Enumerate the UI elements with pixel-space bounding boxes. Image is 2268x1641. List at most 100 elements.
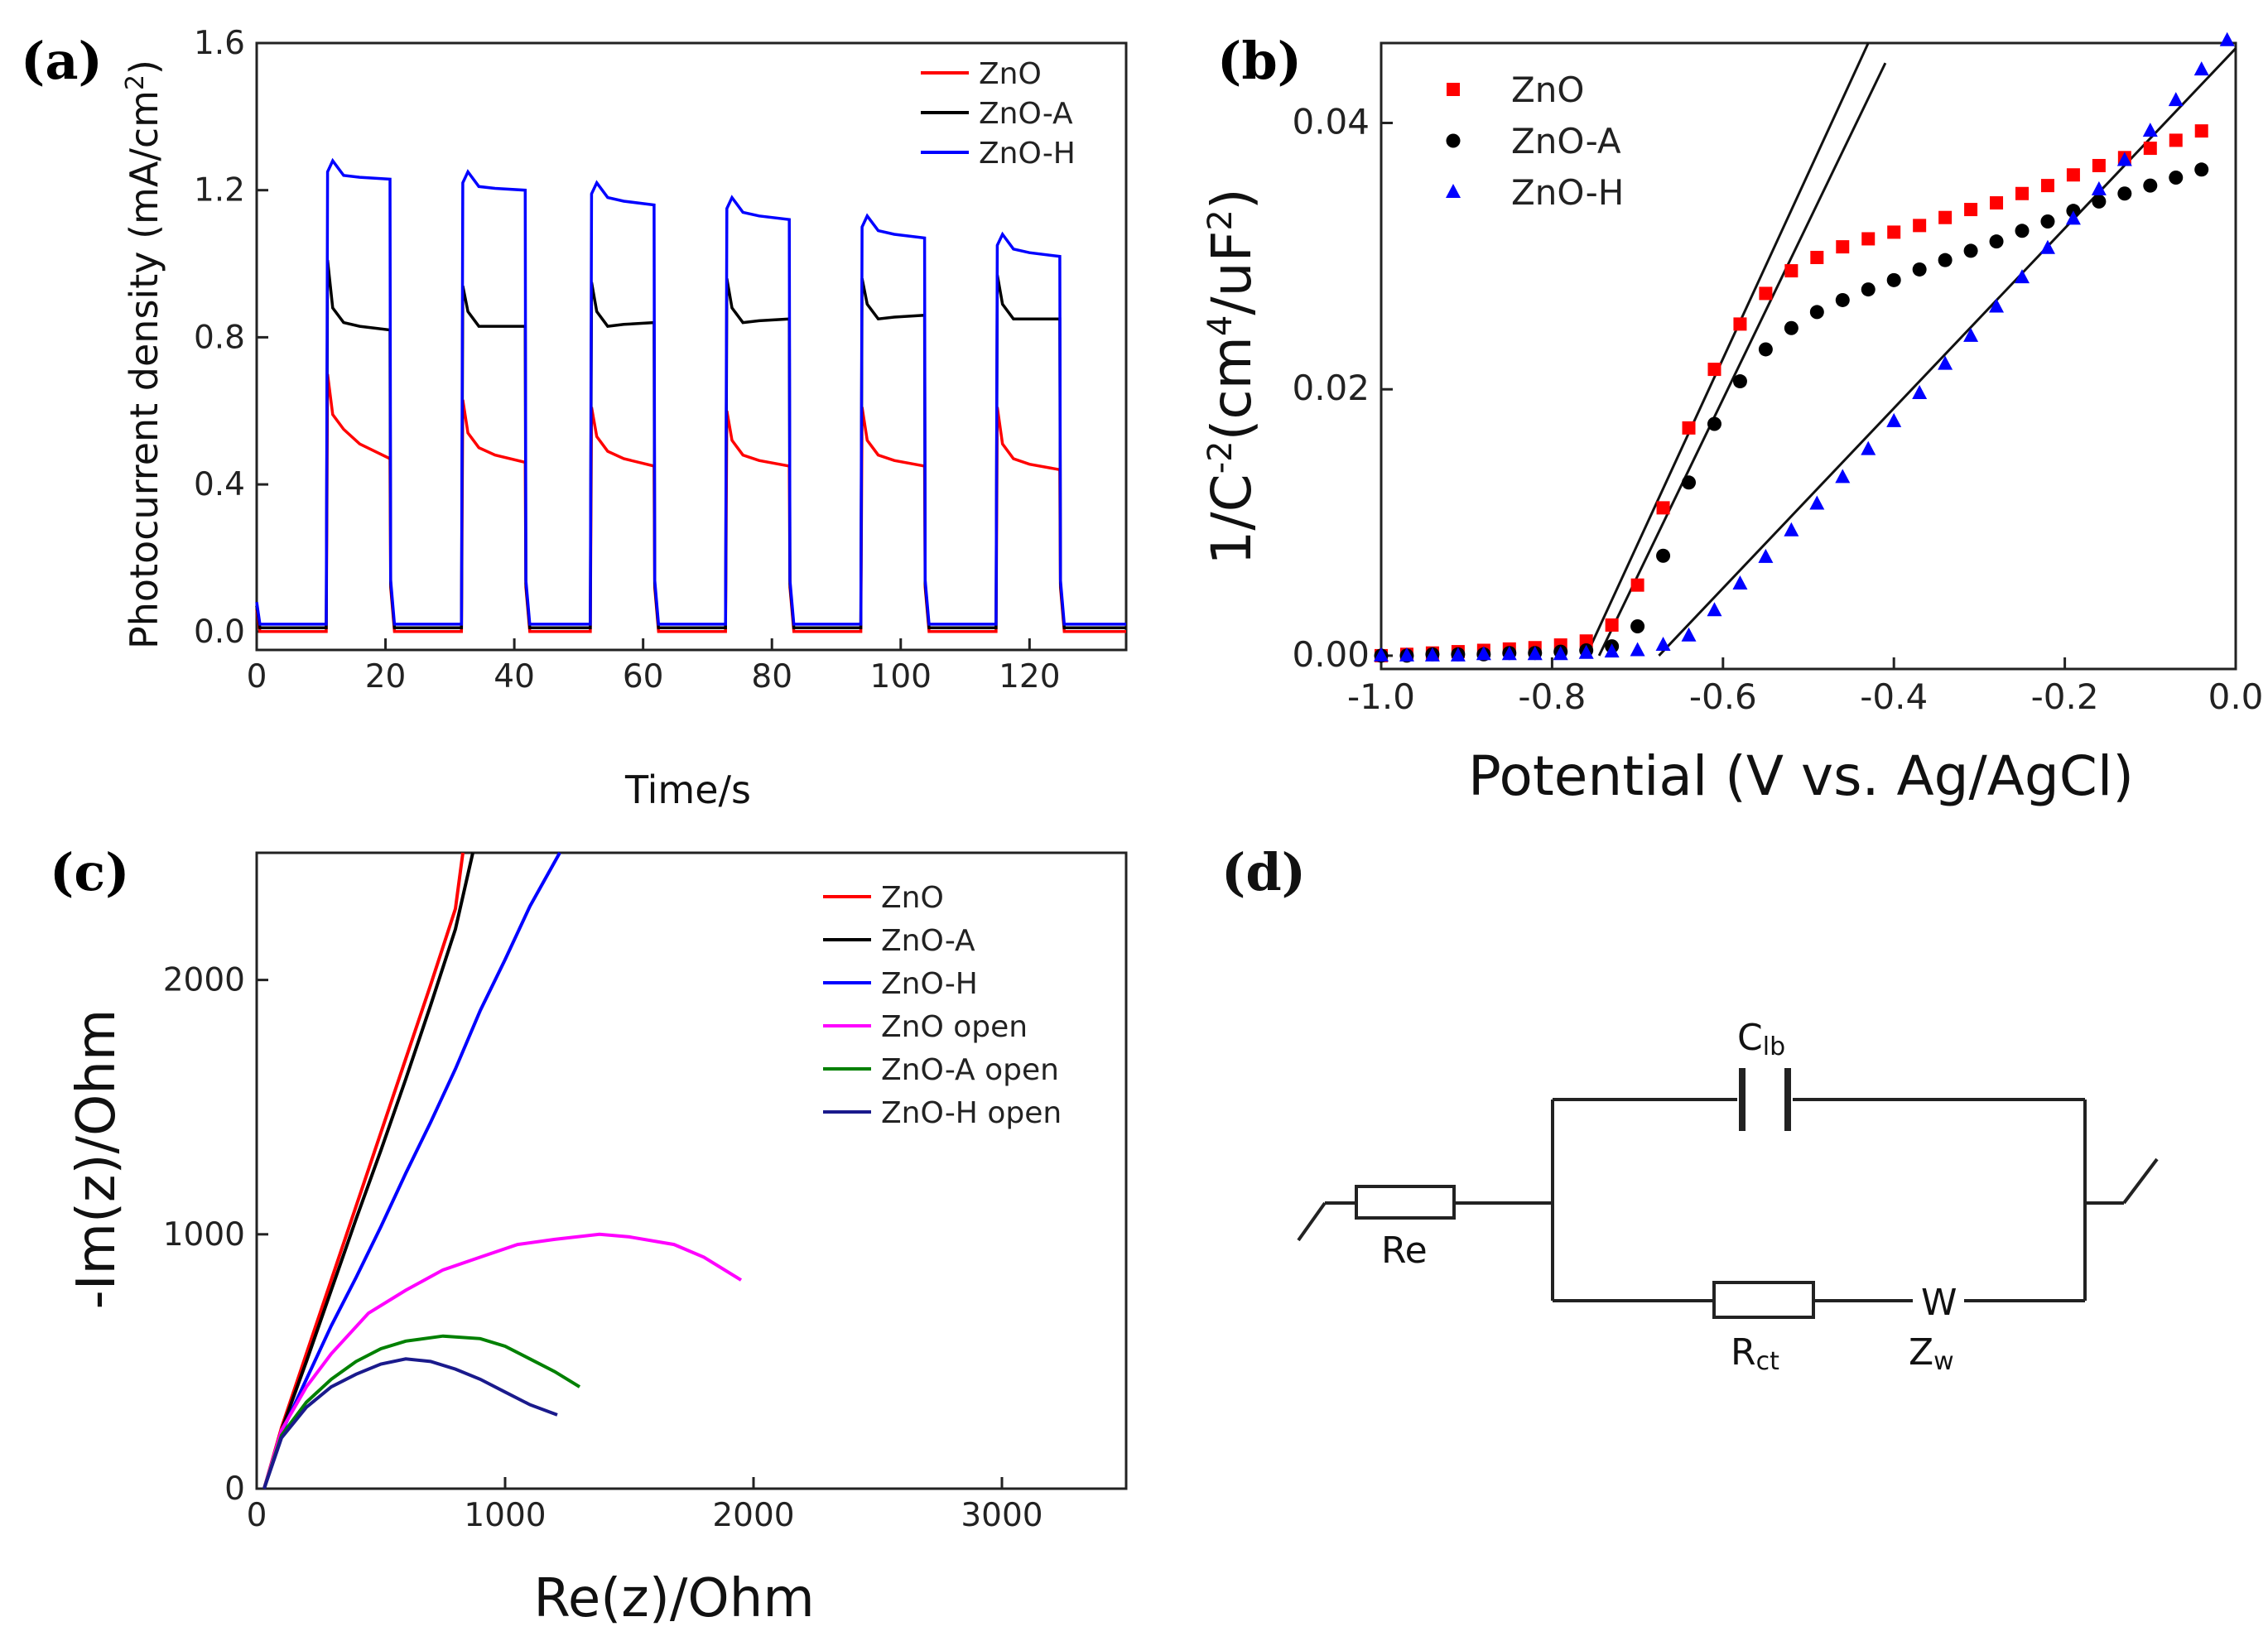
legend-label: ZnO open	[881, 1010, 1028, 1044]
scatter-point	[1630, 578, 1644, 592]
legend-label: ZnO	[881, 881, 944, 915]
y-tick-label: 0.8	[194, 319, 245, 356]
label-clb-main: C	[1737, 1017, 1763, 1059]
scatter-point	[1476, 646, 1491, 661]
scatter-point	[2015, 224, 2030, 238]
x-tick-label: 40	[494, 658, 535, 695]
scatter-point	[1784, 522, 1799, 537]
scatter-point	[1912, 262, 1927, 277]
scatter-point	[1887, 225, 1901, 239]
scatter-point	[2194, 162, 2209, 177]
series-line	[262, 852, 561, 1489]
scatter-point	[2117, 186, 2132, 201]
panel-c-label: (c)	[50, 842, 129, 902]
scatter-point	[1630, 619, 1645, 634]
panel-b-y-axis-label: 1/C-2(cm4/uF2)	[1200, 188, 1264, 565]
scatter-point	[2040, 179, 2054, 193]
scatter-point	[1655, 637, 1671, 652]
scatter-point	[1886, 272, 1901, 287]
resistor-re	[1355, 1185, 1456, 1220]
x-tick-label: -0.6	[1689, 676, 1757, 717]
resistor-rct	[1712, 1281, 1815, 1319]
scatter-point	[1938, 210, 1953, 224]
plot-frame	[255, 851, 1128, 1490]
scatter-point	[2143, 178, 2158, 193]
scatter-point	[1605, 618, 1619, 632]
panel-b-y-axis-label-sup3: 2	[1201, 209, 1240, 230]
scatter-point	[1374, 647, 1389, 662]
x-tick-label: 1000	[464, 1497, 546, 1534]
legend-label: ZnO	[1511, 70, 1584, 110]
legend-label: ZnO-H	[979, 137, 1076, 171]
scatter-point	[1913, 219, 1927, 233]
panel-c-y-axis-label: -Im(z)/Ohm	[66, 1009, 128, 1310]
label-zw-main: Z	[1909, 1331, 1933, 1374]
plot-frame	[1380, 41, 2237, 671]
scatter-point	[2116, 152, 2132, 166]
scatter-point	[1938, 355, 1953, 370]
panel-c-plot-area: 0 1000 2000 3000 0 1000 2000 ZnO ZnO-A ZnO-H ZnO o…	[163, 851, 1128, 1534]
panel-a-y-axis-label-end: )	[122, 60, 166, 75]
panel-a-x-axis-label: Time/s	[624, 768, 751, 812]
panel-b-y-axis-label-main: 1/C	[1200, 474, 1264, 565]
label-clb-sub: lb	[1763, 1032, 1785, 1061]
x-tick-label: 20	[365, 658, 407, 695]
series-line	[262, 852, 474, 1489]
panel-b-y-axis-label-mid: (cm	[1200, 336, 1264, 440]
fit-line	[1597, 62, 1887, 657]
scatter-point	[2219, 31, 2235, 46]
scatter-point	[1604, 643, 1620, 658]
scatter-point	[1810, 250, 1824, 264]
scatter-point	[2015, 186, 2029, 200]
scatter-point	[1861, 232, 1876, 246]
scatter-point	[1707, 602, 1722, 617]
x-tick-label: 60	[623, 658, 664, 695]
panel-c-x-axis-label: Re(z)/Ohm	[533, 1568, 814, 1629]
scatter-point	[1447, 83, 1460, 96]
scatter-point	[1399, 647, 1414, 662]
label-re: Re	[1381, 1230, 1428, 1272]
scatter-point	[2039, 239, 2055, 254]
y-tick-label: 0	[224, 1470, 245, 1508]
x-tick-label: 100	[870, 658, 932, 695]
scatter-point	[1501, 646, 1517, 661]
label-rct-main: R	[1731, 1331, 1756, 1374]
series-line	[262, 1357, 558, 1489]
scatter-point	[2169, 133, 2183, 147]
warburg-w: W	[1921, 1282, 1957, 1324]
plot-frame	[255, 41, 1128, 652]
scatter-point	[1912, 385, 1928, 400]
scatter-point	[1809, 495, 1825, 510]
fit-line	[1658, 47, 2237, 657]
scatter-point	[1809, 305, 1824, 320]
scatter-point	[1784, 320, 1799, 335]
scatter-point	[2065, 210, 2081, 225]
y-tick-label: 0.00	[1292, 634, 1370, 675]
fit-line	[1585, 42, 1870, 657]
scatter-point	[2168, 92, 2184, 107]
scatter-point	[2194, 124, 2208, 138]
series-line	[255, 157, 1126, 626]
scatter-point	[1964, 203, 1978, 217]
label-rct: Rct	[1731, 1331, 1779, 1376]
scatter-point	[1861, 282, 1876, 297]
y-tick-label: 1000	[163, 1216, 245, 1254]
scatter-point	[1527, 646, 1543, 661]
scatter-point	[2092, 194, 2107, 209]
scatter-point	[1733, 317, 1747, 331]
scatter-point	[1682, 475, 1697, 490]
scatter-point	[1707, 416, 1721, 431]
legend-label: ZnO-A open	[881, 1053, 1059, 1087]
scatter-point	[1656, 548, 1671, 563]
label-zw: Zw	[1909, 1331, 1954, 1376]
scatter-point	[1759, 286, 1773, 301]
x-tick-label: 0	[247, 658, 267, 695]
x-tick-label: 0.0	[2208, 676, 2264, 717]
scatter-point	[2193, 61, 2209, 76]
x-tick-label: -0.8	[1518, 676, 1586, 717]
panel-a-y-axis-label-sup: 2	[121, 75, 150, 90]
scatter-point	[1578, 644, 1594, 659]
scatter-point	[1681, 627, 1697, 642]
legend-label: ZnO-A	[881, 924, 975, 958]
